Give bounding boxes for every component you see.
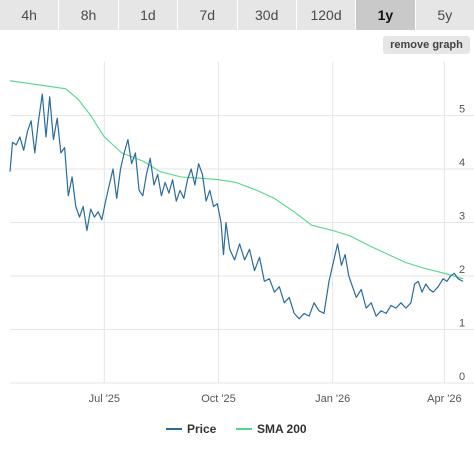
tab-4h[interactable]: 4h xyxy=(0,0,60,30)
x-tick-label: Apr '26 xyxy=(427,393,462,405)
tab-1d[interactable]: 1d xyxy=(118,0,179,30)
x-tick-label: Jul '25 xyxy=(89,393,120,405)
timeframe-tabs: 4h 8h 1d 7d 30d 120d 1y 5y xyxy=(0,0,474,30)
y-tick-label: 5 xyxy=(459,104,465,116)
y-tick-label: 0 xyxy=(459,371,465,383)
tab-7d[interactable]: 7d xyxy=(178,0,238,30)
x-tick-label: Oct '25 xyxy=(201,393,236,405)
tab-30d[interactable]: 30d xyxy=(237,0,297,30)
remove-graph-button[interactable]: remove graph xyxy=(383,36,470,54)
sma-series-line xyxy=(9,80,464,280)
y-tick-label: 3 xyxy=(459,211,465,223)
legend-label: Price xyxy=(187,422,217,436)
tab-120d[interactable]: 120d xyxy=(296,0,357,30)
tab-5y[interactable]: 5y xyxy=(415,0,474,30)
y-tick-label: 1 xyxy=(459,318,465,330)
x-tick-label: Jan '26 xyxy=(315,393,350,405)
legend-label: SMA 200 xyxy=(257,422,307,436)
tab-1y[interactable]: 1y xyxy=(356,0,416,30)
y-tick-label: 4 xyxy=(459,157,465,169)
price-series-line xyxy=(9,93,464,320)
tab-8h[interactable]: 8h xyxy=(59,0,119,30)
y-tick-label: 2 xyxy=(459,264,465,276)
